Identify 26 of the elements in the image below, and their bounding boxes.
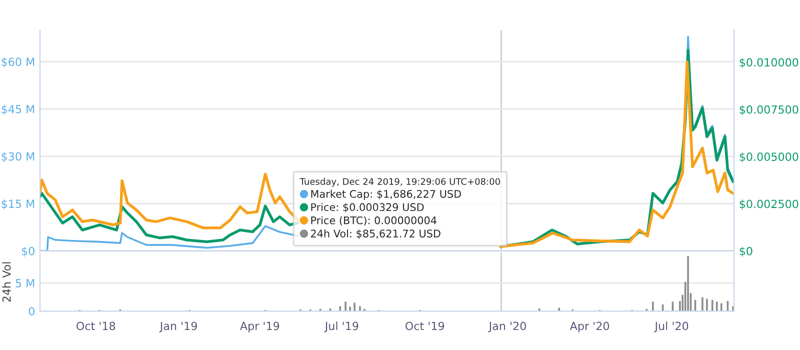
legend-title: Tuesday, Dec 24 2019, 19:29:06 UTC+08:00: [300, 178, 500, 187]
y2-tick-label: $0: [740, 246, 752, 257]
x-tick-label: Oct '19: [406, 322, 444, 330]
y-tick-label: $0: [22, 246, 34, 257]
x-tick-label: Jan '20: [488, 322, 526, 332]
x-tick-label: Apr '19: [240, 322, 280, 332]
legend-label: Price: $0.000329 USD: [311, 203, 424, 212]
x-tick-label: Jan '19: [159, 322, 197, 332]
y2-tick-label: $0.005000: [740, 152, 798, 162]
x-tick-label: Apr '20: [570, 322, 610, 332]
x-tick-label: Oct '18: [76, 322, 116, 330]
y2-tick-label: $0.007500: [740, 105, 798, 116]
y-tick-label: $60 M: [2, 57, 34, 68]
y-tick-label: $15 M: [2, 199, 34, 210]
y-tick-label: $45 M: [2, 104, 34, 115]
legend-label: 24h Vol: $85,621.72 USD: [310, 229, 440, 239]
y-tick-label: 5 M: [16, 279, 34, 288]
y-axis-title: 24h Vol: [2, 262, 11, 302]
y2-tick-label: $0.002500: [740, 200, 798, 210]
legend-label: Market Cap: $1,686,227 USD: [311, 190, 462, 200]
x-tick-label: Jul '20: [654, 322, 688, 332]
y-tick-label: 0: [28, 307, 34, 316]
legend-label: Price (BTC): 0.00000004: [311, 216, 436, 226]
y2-tick-label: $0.010000: [740, 58, 798, 68]
y-tick-label: $30 M: [2, 152, 34, 162]
x-tick-label: Jul '19: [324, 322, 358, 332]
